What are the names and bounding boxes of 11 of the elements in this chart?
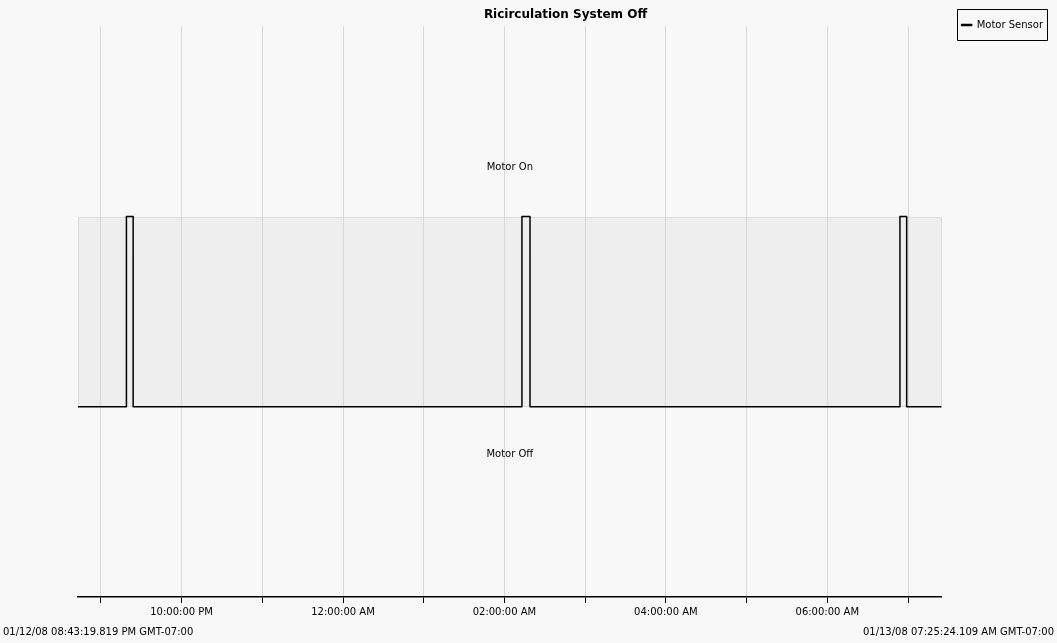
text: 01/13/08 07:25:24.109 AM GMT-07:00 [862, 625, 1054, 637]
text: 01/12/08 08:43:19.819 PM GMT-07:00 [3, 625, 194, 637]
annotation: Motor Off [486, 448, 535, 460]
legend-label: Motor Sensor [976, 18, 1044, 30]
x-tick-label: 04:00:00 AM [634, 605, 698, 617]
x-tick-label: 12:00:00 AM [311, 605, 375, 617]
x-tick-label: 02:00:00 AM [472, 605, 537, 617]
text: Motor On [486, 161, 533, 173]
x-tick-label: 06:00:00 AM [795, 605, 860, 617]
chart-title: Ricirculation System Off [483, 7, 648, 22]
x-tick-label: 10:00:00 PM [150, 605, 213, 617]
